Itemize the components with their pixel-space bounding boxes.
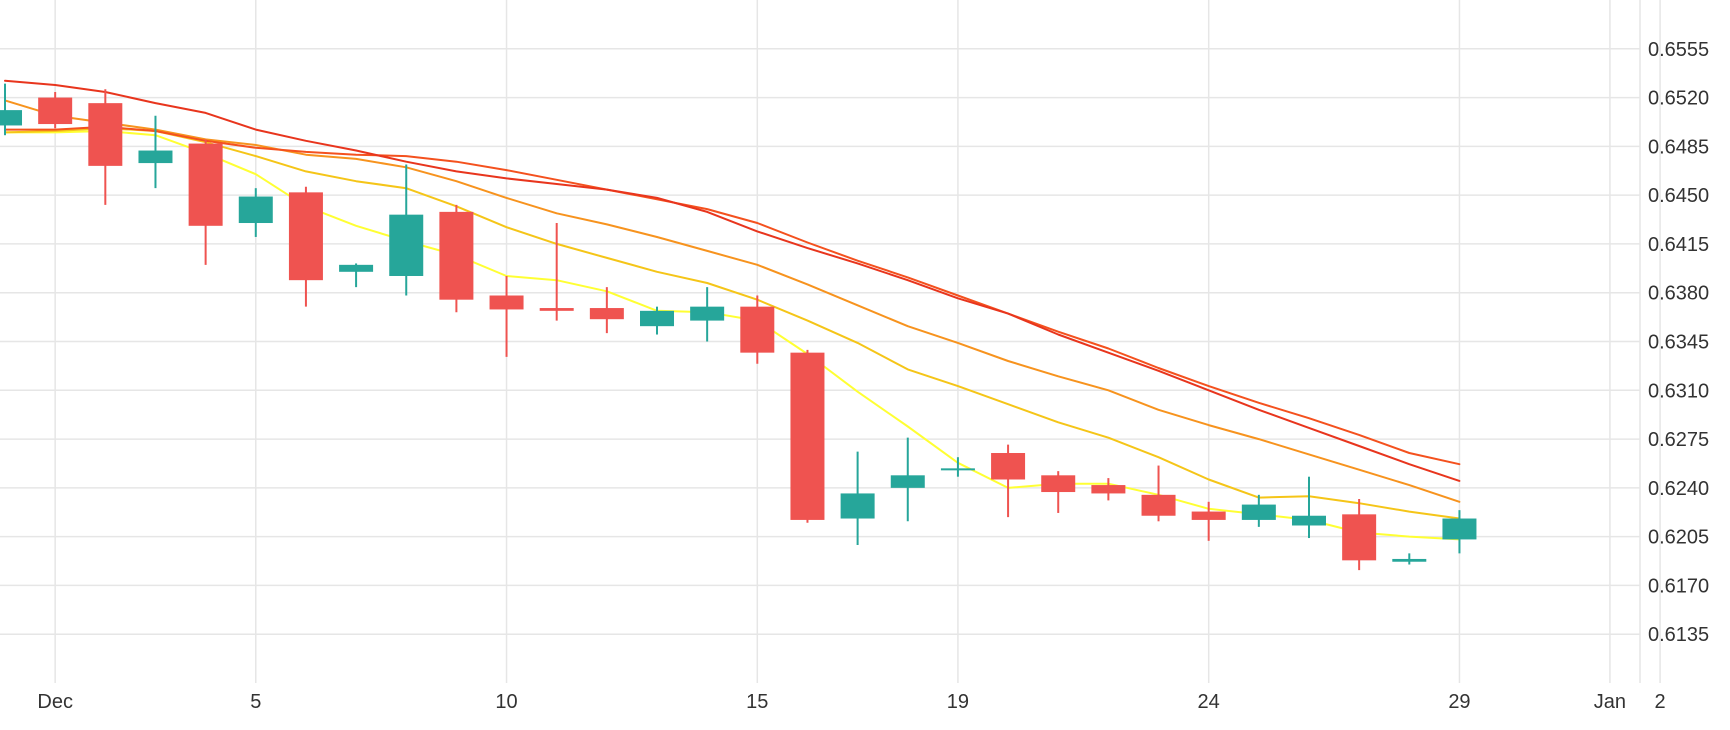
candle-down bbox=[1342, 499, 1377, 571]
candle-body bbox=[38, 97, 73, 125]
candle-body bbox=[539, 308, 574, 311]
candle-down bbox=[439, 204, 474, 313]
candle-body bbox=[0, 110, 23, 126]
candle-down bbox=[1041, 471, 1076, 513]
y-tick-label: 0.6310 bbox=[1648, 380, 1709, 402]
candle-body bbox=[1041, 475, 1076, 493]
y-tick-label: 0.6275 bbox=[1648, 429, 1709, 451]
candle-down bbox=[288, 186, 323, 307]
y-tick-label: 0.6415 bbox=[1648, 234, 1709, 256]
x-tick-label: Jan bbox=[1594, 691, 1626, 713]
candle-down bbox=[1191, 501, 1226, 541]
moving-average-line bbox=[4, 130, 1461, 541]
candle-body bbox=[339, 264, 374, 272]
candle-body bbox=[1392, 558, 1427, 562]
candle-body bbox=[188, 143, 223, 226]
moving-average-line bbox=[4, 99, 1461, 503]
candle-down bbox=[589, 287, 624, 334]
y-tick-label: 0.6170 bbox=[1648, 575, 1709, 597]
candle-body bbox=[1442, 518, 1477, 540]
candle-up bbox=[339, 263, 374, 288]
x-tick-label: Dec bbox=[37, 691, 73, 713]
candle-up bbox=[1241, 494, 1276, 527]
x-tick-label: 24 bbox=[1198, 691, 1220, 713]
candle-up bbox=[1392, 553, 1427, 565]
x-tick-label: 15 bbox=[746, 691, 768, 713]
candle-up bbox=[840, 451, 875, 546]
y-tick-label: 0.6205 bbox=[1648, 527, 1709, 549]
candle-up bbox=[1442, 510, 1477, 554]
x-tick-label: 19 bbox=[947, 691, 969, 713]
candle-body bbox=[389, 214, 424, 276]
candle-down bbox=[539, 223, 574, 321]
candle-up bbox=[238, 188, 273, 237]
y-tick-label: 0.6380 bbox=[1648, 283, 1709, 305]
axis-layer: 0.6135 0.6170 0.6205 0.6240 0.6275 0.6310 0.63… bbox=[37, 39, 1709, 713]
candle-body bbox=[439, 211, 474, 300]
candle-body bbox=[1091, 485, 1126, 494]
candle-down bbox=[991, 444, 1026, 518]
candle-up bbox=[690, 287, 725, 342]
candle-up bbox=[640, 306, 675, 335]
candle-down bbox=[1141, 465, 1176, 522]
candle-up bbox=[940, 457, 975, 477]
candle-down bbox=[188, 139, 223, 265]
candle-down bbox=[740, 295, 775, 364]
moving-average-line bbox=[4, 79, 1461, 482]
candle-body bbox=[1342, 514, 1377, 561]
y-tick-label: 0.6135 bbox=[1648, 624, 1709, 646]
candle-body bbox=[890, 475, 925, 488]
candle-body bbox=[1241, 504, 1276, 520]
candle-body bbox=[589, 308, 624, 320]
candle-down bbox=[790, 349, 825, 523]
y-tick-label: 0.6450 bbox=[1648, 185, 1709, 207]
candle-up bbox=[890, 437, 925, 522]
x-tick-label: 2 bbox=[1654, 691, 1665, 713]
y-tick-label: 0.6345 bbox=[1648, 332, 1709, 354]
candle-body bbox=[1191, 511, 1226, 520]
candle-down bbox=[1091, 478, 1126, 501]
y-tick-label: 0.6240 bbox=[1648, 478, 1709, 500]
x-tick-label: 10 bbox=[495, 691, 517, 713]
candle-down bbox=[38, 91, 73, 129]
y-tick-label: 0.6520 bbox=[1648, 88, 1709, 110]
candle-body bbox=[288, 192, 323, 281]
x-tick-label: 5 bbox=[250, 691, 261, 713]
candle-body bbox=[840, 493, 875, 519]
candle-body bbox=[1141, 494, 1176, 516]
candle-body bbox=[991, 453, 1026, 480]
moving-average-line bbox=[4, 125, 1461, 466]
candle-up bbox=[1291, 476, 1326, 539]
candle-layer bbox=[0, 83, 1477, 571]
candle-body bbox=[690, 306, 725, 321]
candle-down bbox=[88, 89, 123, 205]
candle-body bbox=[88, 103, 123, 166]
x-tick-label: 29 bbox=[1448, 691, 1470, 713]
moving-average-line bbox=[4, 127, 1461, 520]
moving-average-layer bbox=[4, 79, 1461, 541]
y-tick-label: 0.6555 bbox=[1648, 39, 1709, 61]
candle-down bbox=[489, 275, 524, 357]
grid-layer bbox=[0, 0, 1661, 683]
candle-body bbox=[1291, 515, 1326, 526]
candle-body bbox=[238, 196, 273, 224]
candle-body bbox=[138, 150, 173, 164]
candle-body bbox=[940, 468, 975, 471]
candle-up bbox=[0, 83, 23, 136]
candle-body bbox=[740, 306, 775, 353]
candle-body bbox=[640, 310, 675, 327]
candle-body bbox=[489, 295, 524, 310]
y-tick-label: 0.6485 bbox=[1648, 136, 1709, 158]
candle-body bbox=[790, 352, 825, 520]
candle-up bbox=[389, 164, 424, 296]
candle-up bbox=[138, 115, 173, 189]
